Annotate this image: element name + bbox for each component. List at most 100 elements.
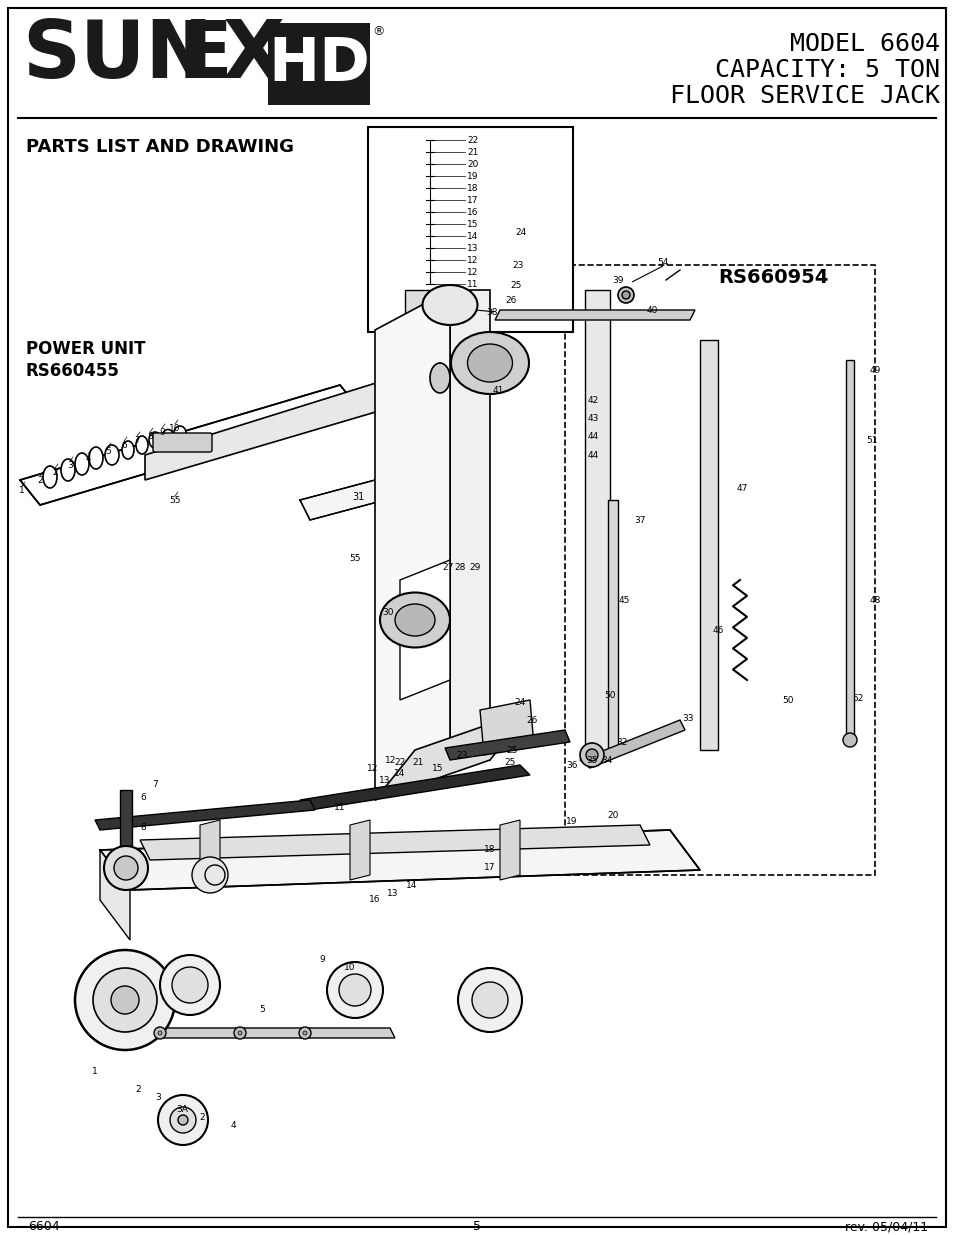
Text: 37: 37 xyxy=(634,515,645,525)
Text: 44: 44 xyxy=(587,431,598,441)
Ellipse shape xyxy=(122,441,133,459)
Circle shape xyxy=(75,950,174,1050)
Text: 24: 24 xyxy=(515,227,526,236)
Text: 3A: 3A xyxy=(176,1105,188,1114)
Polygon shape xyxy=(375,710,530,800)
Text: 32: 32 xyxy=(616,737,627,746)
Polygon shape xyxy=(95,1028,395,1037)
Text: 55: 55 xyxy=(169,495,180,505)
Ellipse shape xyxy=(430,363,450,393)
Polygon shape xyxy=(845,359,853,740)
Text: 3: 3 xyxy=(155,1093,161,1102)
Text: 2: 2 xyxy=(199,1114,205,1123)
Ellipse shape xyxy=(105,445,119,466)
Polygon shape xyxy=(405,290,450,320)
Text: 10: 10 xyxy=(169,424,180,432)
Text: 45: 45 xyxy=(618,595,629,604)
Text: 7: 7 xyxy=(134,436,140,445)
Circle shape xyxy=(327,962,382,1018)
Text: 47: 47 xyxy=(736,483,747,493)
Polygon shape xyxy=(499,820,519,881)
Ellipse shape xyxy=(75,453,89,475)
Polygon shape xyxy=(100,850,130,940)
Circle shape xyxy=(303,1031,307,1035)
Polygon shape xyxy=(140,825,649,860)
Text: RS660954: RS660954 xyxy=(718,268,827,287)
Text: 14: 14 xyxy=(467,231,477,241)
Text: 52: 52 xyxy=(851,694,862,703)
Text: 2: 2 xyxy=(135,1086,141,1094)
Circle shape xyxy=(153,1028,166,1039)
Text: 6604: 6604 xyxy=(28,1220,59,1234)
Text: PARTS LIST AND DRAWING: PARTS LIST AND DRAWING xyxy=(26,138,294,156)
Polygon shape xyxy=(20,385,359,505)
Text: 25: 25 xyxy=(510,280,521,289)
Text: X: X xyxy=(222,17,284,95)
Bar xyxy=(368,127,573,332)
Text: 26: 26 xyxy=(526,715,537,725)
Text: 44: 44 xyxy=(587,451,598,459)
Text: ®: ® xyxy=(372,25,384,38)
Text: 33: 33 xyxy=(681,714,693,722)
Circle shape xyxy=(158,1095,208,1145)
Text: 1: 1 xyxy=(92,1067,98,1077)
Polygon shape xyxy=(95,800,314,830)
Text: 5: 5 xyxy=(259,1005,265,1014)
Polygon shape xyxy=(299,764,530,810)
Text: 42: 42 xyxy=(587,395,598,405)
Text: 25: 25 xyxy=(504,757,516,767)
Text: 4: 4 xyxy=(230,1120,235,1130)
Text: 36: 36 xyxy=(566,761,578,769)
Text: 26: 26 xyxy=(504,295,516,305)
Polygon shape xyxy=(495,310,695,320)
Polygon shape xyxy=(200,820,220,881)
Circle shape xyxy=(457,968,521,1032)
Polygon shape xyxy=(479,700,534,755)
Text: 43: 43 xyxy=(587,414,598,422)
Text: 10: 10 xyxy=(344,963,355,972)
Text: 15: 15 xyxy=(467,220,478,228)
Polygon shape xyxy=(375,290,450,800)
Polygon shape xyxy=(584,290,609,755)
Text: 34: 34 xyxy=(600,756,612,764)
Text: FLOOR SERVICE JACK: FLOOR SERVICE JACK xyxy=(669,84,939,107)
Circle shape xyxy=(111,986,139,1014)
Text: 25: 25 xyxy=(506,746,517,755)
Text: POWER UNIT: POWER UNIT xyxy=(26,340,146,358)
Text: 31: 31 xyxy=(352,492,364,501)
Text: 12: 12 xyxy=(467,256,477,264)
Text: 24: 24 xyxy=(514,698,525,706)
Text: 29: 29 xyxy=(469,562,480,572)
Text: 19: 19 xyxy=(566,818,578,826)
Circle shape xyxy=(170,1107,195,1132)
Text: 16: 16 xyxy=(467,207,478,216)
Text: 21: 21 xyxy=(467,147,477,157)
Bar xyxy=(268,23,370,105)
Text: CAPACITY: 5 TON: CAPACITY: 5 TON xyxy=(714,58,939,82)
Text: 13: 13 xyxy=(387,888,398,898)
Text: 18: 18 xyxy=(467,184,478,193)
Ellipse shape xyxy=(395,604,435,636)
Text: HD: HD xyxy=(268,35,370,94)
Circle shape xyxy=(113,856,138,881)
Text: 27: 27 xyxy=(442,562,454,572)
Circle shape xyxy=(92,968,157,1032)
Ellipse shape xyxy=(379,593,450,647)
Text: 18: 18 xyxy=(484,846,496,855)
Text: 9: 9 xyxy=(319,956,325,965)
Circle shape xyxy=(237,1031,242,1035)
Text: 28: 28 xyxy=(454,562,465,572)
Text: 4: 4 xyxy=(85,453,91,462)
Text: 50: 50 xyxy=(781,695,793,704)
Polygon shape xyxy=(607,500,618,750)
Text: 20: 20 xyxy=(467,159,477,168)
Text: 6: 6 xyxy=(140,794,146,803)
Polygon shape xyxy=(120,790,132,869)
Circle shape xyxy=(233,1028,246,1039)
Ellipse shape xyxy=(451,332,529,394)
Circle shape xyxy=(104,846,148,890)
Polygon shape xyxy=(444,730,569,760)
Text: 23: 23 xyxy=(512,261,523,269)
Text: 6: 6 xyxy=(121,441,127,450)
Text: 5: 5 xyxy=(473,1220,480,1234)
